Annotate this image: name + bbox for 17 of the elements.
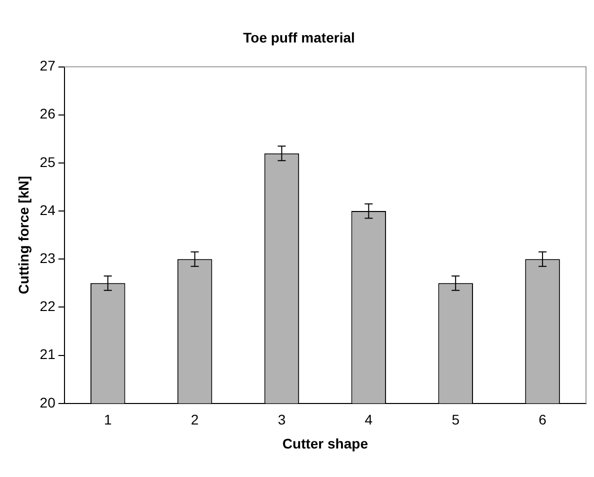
- x-tick-label: 1: [104, 412, 112, 428]
- y-tick-label: 26: [40, 106, 56, 122]
- y-tick-label: 21: [40, 346, 56, 362]
- y-tick-label: 20: [40, 394, 56, 410]
- x-axis-title: Cutter shape: [282, 435, 368, 452]
- y-tick-label: 23: [40, 250, 56, 266]
- x-tick-label: 4: [364, 412, 373, 428]
- y-tick-label: 25: [40, 154, 56, 170]
- y-tick-label: 27: [40, 58, 56, 74]
- y-tick-label: 22: [40, 298, 56, 314]
- x-tick-label: 5: [452, 412, 460, 428]
- x-tick-label: 2: [190, 412, 199, 428]
- y-tick-label: 24: [40, 202, 56, 218]
- chart-title: Toe puff material: [243, 29, 355, 46]
- x-tick-label: 3: [278, 412, 286, 428]
- x-tick-label: 6: [538, 412, 547, 428]
- y-axis-title: Cutting force [kN]: [15, 176, 32, 294]
